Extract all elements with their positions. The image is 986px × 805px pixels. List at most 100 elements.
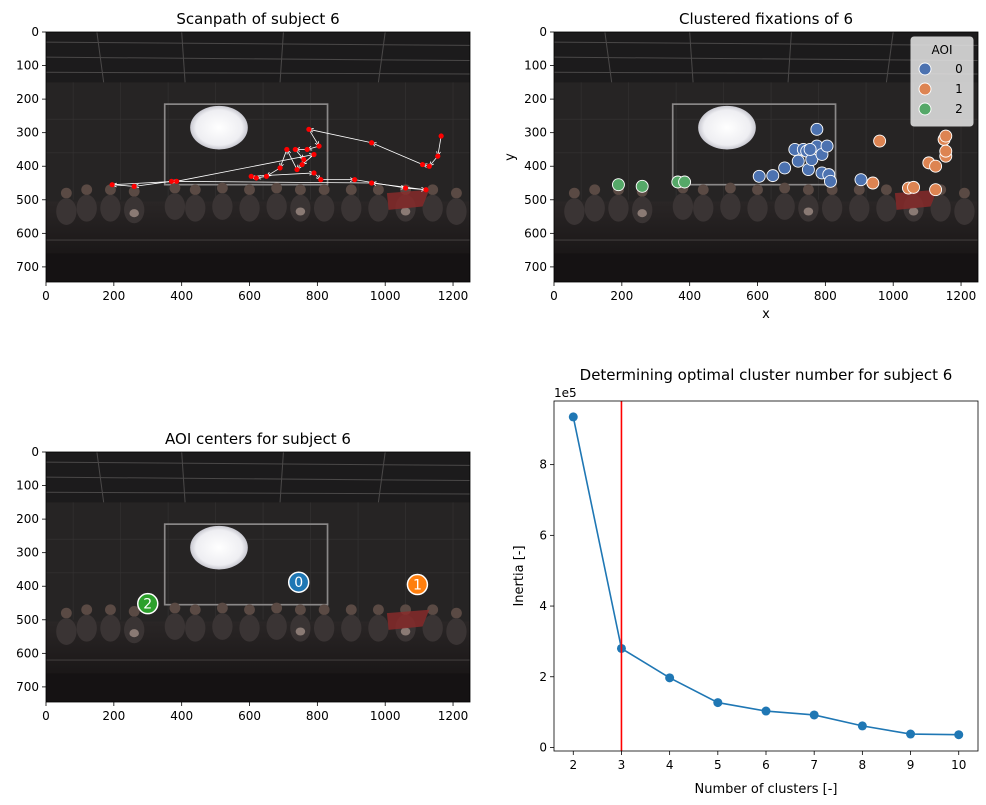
scanpath-y-tick-label: 100 (16, 59, 39, 73)
centers-y-tick-label: 200 (16, 512, 39, 526)
clusters-y-tick-label: 700 (524, 260, 547, 274)
clusters-panel: 0 200 400 600 800 1000 1200 0 100 200 300 400 500 600… (503, 10, 979, 322)
centers-y-tick-label: 600 (16, 646, 39, 660)
scanpath-fixation-point (284, 146, 290, 153)
centers-y-tick-label: 400 (16, 579, 39, 593)
legend-label-aoi-1: 1 (955, 82, 963, 96)
centers-x-tick-label: 0 (42, 709, 50, 723)
scanpath-arrow (286, 149, 298, 170)
scanpath-fixation-point (109, 182, 115, 188)
scanpath-fixation-point (263, 173, 270, 179)
aoi-0-point (803, 142, 817, 156)
clusters-y-tick-label: 200 (524, 92, 547, 106)
aoi-1-point (939, 144, 953, 158)
aoi-1-point (907, 180, 921, 194)
elbow-x-tick-label: 4 (666, 758, 674, 772)
scanpath-arrow (112, 180, 177, 186)
scanpath-y-tick-label: 0 (31, 25, 39, 39)
scanpath-x-tick-label: 1000 (370, 289, 401, 303)
scanpath-x-tick-label: 200 (102, 289, 125, 303)
scanpath-arrow (171, 180, 372, 184)
centers-y-tick-label: 0 (31, 445, 39, 459)
scanpath-fixation-point (369, 140, 375, 146)
scanpath-fixation-point (306, 126, 312, 132)
aoi-0-point (766, 169, 780, 183)
aoi-0-point (820, 139, 834, 153)
clusters-y-tick-label: 500 (524, 193, 547, 207)
scanpath-fixation-point (369, 180, 375, 186)
aoi-2-series (611, 175, 692, 193)
inertia-point (761, 706, 771, 716)
scanpath-fixation-point (253, 175, 259, 181)
inertia-point (954, 730, 964, 740)
aoi-center-0: 0 (287, 571, 310, 593)
aoi-center-label: 0 (294, 575, 303, 591)
elbow-title: Determining optimal cluster number for s… (580, 366, 953, 384)
scanpath-arrow (266, 167, 281, 177)
scanpath-x-tick-label: 800 (306, 289, 329, 303)
scanpath-arrow (251, 172, 314, 177)
elbow-x-tick-label: 2 (569, 758, 577, 772)
scanpath-fixation-point (292, 146, 298, 153)
scanpath-arrow (371, 142, 423, 165)
clusters-frame (553, 31, 979, 283)
inertia-point (568, 412, 578, 422)
elbow-x-axis-label: Number of clusters [-] (695, 782, 838, 797)
legend-label-aoi-0: 0 (955, 62, 963, 76)
aoi-1-point (939, 129, 953, 143)
scanpath-fixation-point (402, 185, 409, 191)
aoi-0-point (823, 174, 837, 188)
aoi-center-label: 1 (413, 578, 422, 594)
aoi-1-point (929, 159, 943, 173)
clusters-x-tick-label: 600 (746, 289, 769, 303)
aoi-0-point (854, 173, 868, 187)
inertia-point (713, 698, 723, 708)
centers-y-tick-label: 500 (16, 613, 39, 627)
scanpath-arrow (279, 149, 288, 169)
scanpath-fixation-point (248, 173, 254, 179)
scanpath-fixation-point (131, 183, 137, 189)
clusters-y-tick-label: 100 (524, 59, 547, 73)
scanpath-fixation-point (419, 161, 426, 168)
elbow-x-tick-label: 7 (810, 758, 818, 772)
inertia-point (665, 673, 675, 683)
scanpath-y-tick-label: 300 (16, 126, 39, 140)
aoi-0-point (778, 161, 792, 175)
clusters-y-tick-label: 300 (524, 126, 547, 140)
centers-x-tick-label: 200 (102, 709, 125, 723)
aoi-0-point (791, 154, 805, 168)
centers-background-photo (46, 452, 470, 702)
elbow-offset-label: 1e5 (554, 386, 577, 400)
scanpath-fixation-point (168, 178, 175, 184)
scanpath-background-photo (46, 32, 470, 282)
legend-marker-aoi-1 (918, 82, 932, 96)
centers-x-tick-label: 1000 (370, 709, 401, 723)
elbow-y-tick-label: 6 (539, 528, 547, 542)
scanpath-y-tick-label: 400 (16, 159, 39, 173)
scanpath-fixation-point (316, 143, 322, 149)
aoi-2-point (678, 175, 692, 189)
centers-y-tick-label: 300 (16, 546, 39, 560)
scanpath-x-tick-label: 600 (238, 289, 261, 303)
elbow-x-tick-label: 3 (618, 758, 626, 772)
centers-x-tick-label: 400 (170, 709, 193, 723)
aoi-1-series (866, 129, 953, 197)
aoi-0-point (810, 122, 824, 136)
aoi-center-marker (137, 592, 159, 615)
scanpath-panel: 0 200 400 600 800 1000 1200 0 100 200 300 400 500 600… (16, 10, 471, 303)
elbow-x-tick-label: 10 (951, 758, 966, 772)
aoi-center-marker (287, 571, 310, 593)
elbow-plot-area (554, 401, 978, 751)
scanpath-y-tick-label: 600 (16, 226, 39, 240)
centers-y-tick-label: 700 (16, 680, 39, 694)
inertia-point (906, 729, 916, 739)
aoi-center-1: 1 (406, 573, 429, 596)
clusters-title: Clustered fixations of 6 (679, 10, 853, 28)
legend-title: AOI (932, 43, 953, 57)
scanpath-frame (45, 31, 471, 283)
clusters-x-tick-label: 400 (678, 289, 701, 303)
scanpath-arrow (308, 128, 372, 144)
scanpath-arrow (371, 182, 426, 191)
scanpath-y-tick-label: 500 (16, 193, 39, 207)
